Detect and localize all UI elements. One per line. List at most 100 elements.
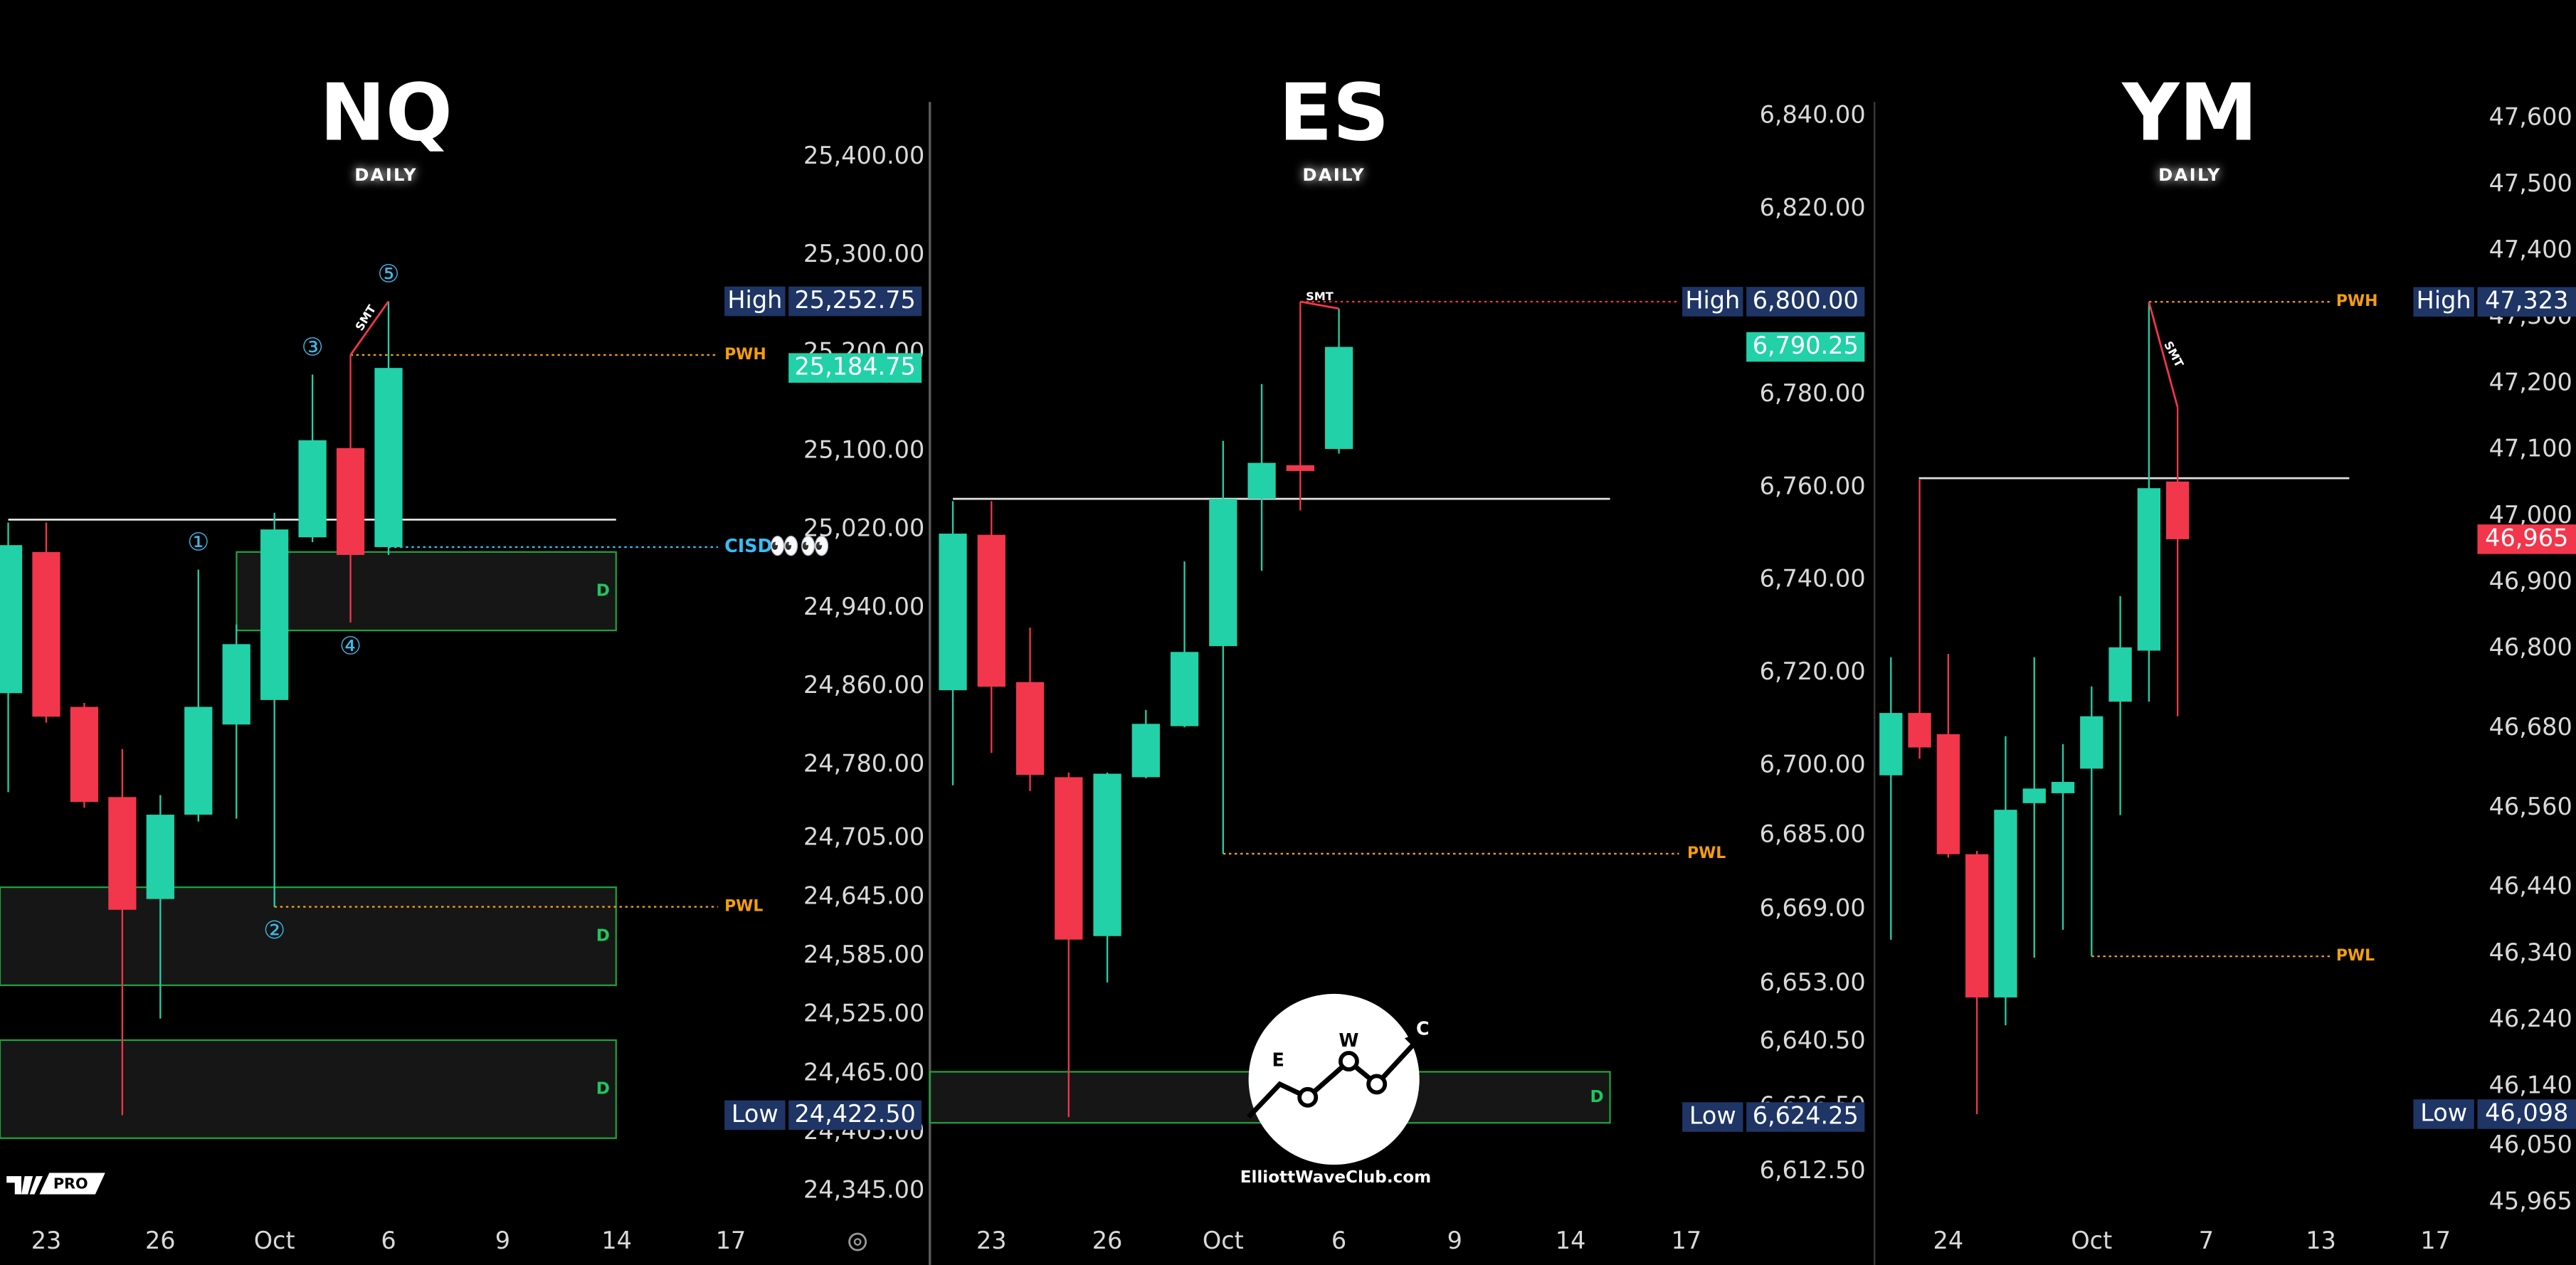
y-tick-label: 6,685.00: [1760, 820, 1866, 847]
chart-subtitle: DAILY: [354, 164, 418, 185]
x-tick-label: 17: [2420, 1227, 2451, 1254]
y-tick-label: 46,440: [2489, 872, 2572, 900]
candle-body: [1093, 773, 1121, 936]
candle-body: [1015, 682, 1045, 776]
price-tag-label: Low: [2420, 1099, 2467, 1126]
candle-body: [184, 706, 213, 815]
candle-body: [1908, 713, 1931, 748]
smt-line: [2148, 301, 2179, 408]
price-tag-bg: [1682, 287, 1743, 317]
wave-node: [1366, 1074, 1388, 1095]
candle-body: [374, 368, 403, 547]
smt-label: SMT: [1306, 290, 1334, 303]
x-tick-label: Oct: [1203, 1227, 1244, 1254]
zone-label: D: [1590, 1088, 1603, 1106]
y-tick-label: 24,345.00: [803, 1176, 924, 1204]
wave-node: [1297, 1086, 1319, 1108]
candle-body: [1994, 810, 2017, 997]
candle-body: [1131, 724, 1160, 778]
price-tag-value: 6,624.25: [1753, 1102, 1859, 1130]
candle-body: [1170, 652, 1199, 726]
zone-label: D: [596, 581, 610, 600]
y-tick-label: 25,300.00: [803, 240, 924, 268]
badge-bg: [39, 1173, 105, 1195]
wave-letter: E: [1272, 1049, 1284, 1071]
price-tag-bg: [788, 353, 922, 383]
annotation-label: PWL: [2336, 947, 2375, 965]
y-tick-label: 24,645.00: [803, 882, 924, 909]
candle-body: [2108, 647, 2132, 702]
chart-title: NQ: [320, 68, 453, 159]
candle-body: [2022, 788, 2046, 803]
chart-subtitle: DAILY: [1302, 164, 1366, 185]
price-tag-value: 46,098: [2485, 1099, 2568, 1126]
smt-line: [1300, 300, 1339, 310]
y-tick-label: 6,840.00: [1760, 101, 1866, 129]
candle-body: [1965, 854, 1989, 997]
candle-body: [2165, 481, 2190, 539]
candle-body: [1324, 346, 1353, 450]
x-tick-label: 14: [1556, 1227, 1586, 1254]
x-tick-label: 13: [2306, 1227, 2336, 1254]
price-tag-value: 25,252.75: [794, 286, 915, 314]
gear-hub[interactable]: [853, 1238, 862, 1246]
price-tag-label: High: [1685, 287, 1740, 314]
y-tick-label: 45,965: [2489, 1187, 2572, 1214]
tv-logo: PRO: [6, 1173, 105, 1195]
price-tag-label: Low: [732, 1100, 778, 1128]
price-tag-bg: [2477, 287, 2576, 317]
price-tag-value: 6,790.25: [1753, 332, 1859, 359]
zone-label: D: [596, 1079, 610, 1098]
y-tick-label: 46,900: [2489, 567, 2572, 595]
x-tick-label: 17: [1672, 1227, 1702, 1254]
annotation-label: CISD: [724, 535, 772, 556]
wave-label: ③: [302, 334, 324, 362]
badge-text: PRO: [53, 1175, 88, 1192]
y-tick-label: 25,100.00: [803, 435, 924, 463]
zone: [0, 886, 617, 986]
wave-letter: C: [1416, 1018, 1430, 1039]
annotation-label: PWL: [1687, 845, 1726, 862]
x-tick-label: 24: [1933, 1227, 1964, 1254]
y-tick-label: 6,640.50: [1760, 1027, 1866, 1054]
candle-body: [1936, 734, 1960, 854]
y-tick-label: 46,340: [2489, 938, 2572, 966]
candle-body: [108, 797, 137, 910]
smt-line: [349, 300, 390, 356]
y-tick-label: 6,612.50: [1760, 1156, 1866, 1184]
zone: [236, 551, 617, 632]
price-tag-value: 47,323: [2485, 287, 2568, 314]
price-tag-bg: [1746, 1102, 1865, 1132]
price-tag-bg: [1682, 1102, 1743, 1132]
x-tick-label: 14: [601, 1227, 632, 1254]
y-tick-label: 25,400.00: [803, 142, 924, 169]
wave-letter: W: [1339, 1030, 1358, 1051]
chart-title: ES: [1279, 68, 1389, 159]
tv-mark: [6, 1176, 43, 1195]
price-tag-label: High: [2417, 287, 2471, 314]
candle-body: [2137, 488, 2161, 651]
candle-body: [1209, 499, 1237, 647]
chart-subtitle: DAILY: [2158, 164, 2222, 185]
gear[interactable]: [848, 1232, 867, 1251]
price-tag-label: Low: [1689, 1102, 1736, 1130]
settings-icon[interactable]: [848, 1232, 867, 1251]
candle-body: [2051, 782, 2075, 793]
candle-body: [0, 545, 23, 694]
candle-body: [260, 529, 289, 700]
candle-body: [70, 706, 99, 803]
x-tick-label: 6: [381, 1227, 396, 1254]
y-tick-label: 47,400: [2489, 235, 2572, 263]
candle-body: [336, 448, 365, 555]
wave-label: ①: [187, 529, 209, 557]
chart-title: YM: [2121, 68, 2258, 159]
watermark-site: ElliottWaveClub.com: [1240, 1168, 1431, 1187]
y-tick-label: 46,560: [2489, 793, 2572, 820]
price-tag-value: 25,184.75: [794, 353, 915, 381]
price-tag-bg: [788, 1100, 922, 1131]
zone-label: D: [596, 926, 610, 945]
y-tick-label: 47,600: [2489, 103, 2572, 131]
x-tick-label: 9: [495, 1227, 510, 1254]
candle-body: [977, 534, 1005, 687]
